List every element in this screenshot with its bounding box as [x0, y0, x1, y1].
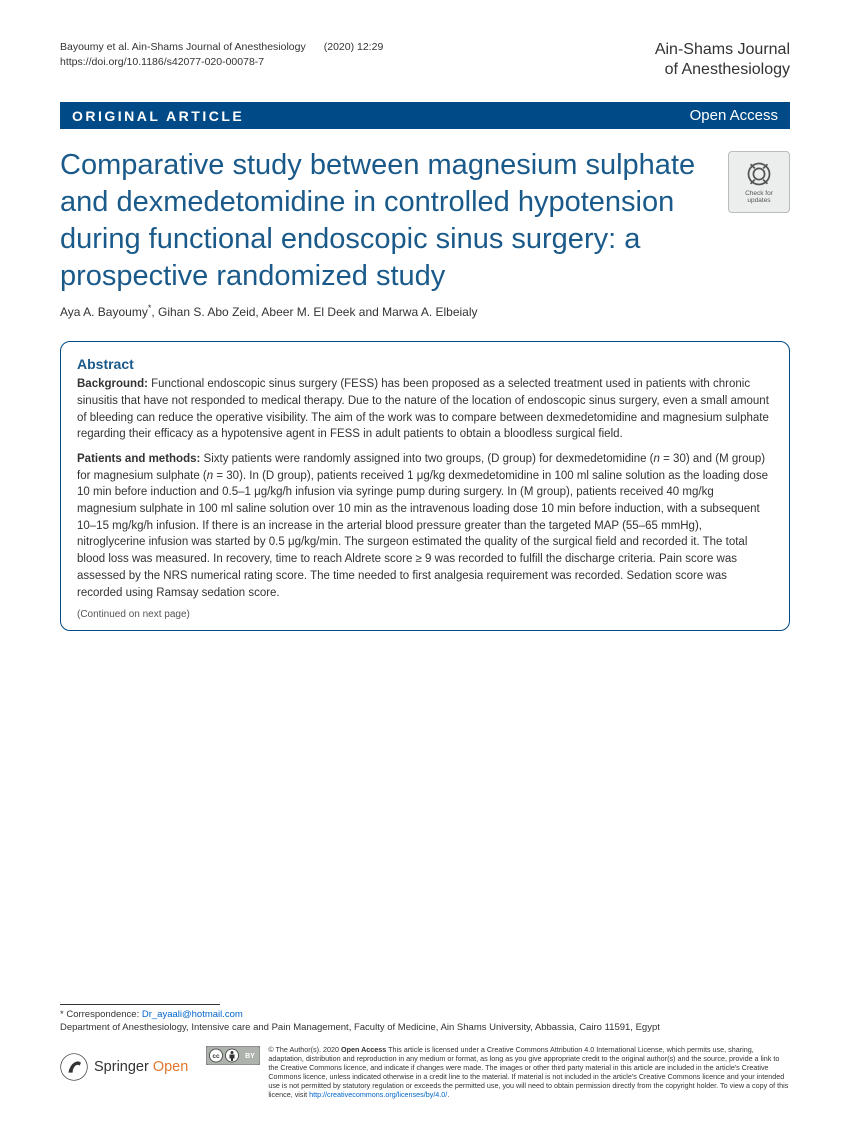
license-block: cc BY © The Author(s). 2020 Open Access …	[206, 1045, 790, 1099]
correspondence: * Correspondence: Dr_ayaali@hotmail.com …	[60, 1009, 790, 1035]
cc-by-icon: cc BY	[206, 1046, 260, 1065]
background-text: Functional endoscopic sinus surgery (FES…	[77, 378, 769, 440]
corr-affil: Department of Anesthesiology, Intensive …	[60, 1022, 660, 1033]
page-footer: * Correspondence: Dr_ayaali@hotmail.com …	[60, 1004, 790, 1099]
citation-ref: (2020) 12:29	[324, 40, 384, 55]
check-updates-button[interactable]: Check for updates	[728, 151, 790, 213]
page-header: Bayoumy et al. Ain-Shams Journal of Anes…	[60, 40, 790, 80]
svg-text:BY: BY	[245, 1053, 255, 1060]
journal-line2: of Anesthesiology	[655, 60, 790, 80]
springer-logo: Springer Open	[60, 1045, 188, 1081]
citation: Bayoumy et al. Ain-Shams Journal of Anes…	[60, 40, 383, 69]
methods-label: Patients and methods:	[77, 453, 200, 465]
authors: Aya A. Bayoumy*, Gihan S. Abo Zeid, Abee…	[60, 303, 790, 319]
abstract-box: Abstract Background: Functional endoscop…	[60, 341, 790, 631]
abstract-methods: Patients and methods: Sixty patients wer…	[77, 451, 773, 601]
check-updates-icon	[745, 160, 773, 188]
article-title: Comparative study between magnesium sulp…	[60, 147, 710, 295]
journal-line1: Ain-Shams Journal	[655, 40, 790, 60]
check-text-2: updates	[745, 197, 773, 204]
doi: https://doi.org/10.1186/s42077-020-00078…	[60, 55, 383, 70]
journal-name: Ain-Shams Journal of Anesthesiology	[655, 40, 790, 80]
citation-authors: Bayoumy et al. Ain-Shams Journal of Anes…	[60, 40, 306, 55]
article-type: ORIGINAL ARTICLE	[72, 108, 244, 124]
background-label: Background:	[77, 378, 148, 390]
abstract-heading: Abstract	[77, 356, 773, 372]
springer-word: Springer	[94, 1059, 149, 1075]
springer-horse-icon	[60, 1053, 88, 1081]
abstract-background: Background: Functional endoscopic sinus …	[77, 376, 773, 443]
corr-email[interactable]: Dr_ayaali@hotmail.com	[142, 1009, 243, 1020]
article-type-banner: ORIGINAL ARTICLE Open Access	[60, 102, 790, 129]
open-access-label: Open Access	[690, 107, 778, 124]
methods-text: Sixty patients were randomly assigned in…	[77, 453, 768, 598]
check-text-1: Check for	[745, 190, 773, 197]
continued-note: (Continued on next page)	[77, 609, 773, 620]
footer-rule	[60, 1004, 220, 1005]
corr-label: * Correspondence:	[60, 1009, 142, 1020]
open-word: Open	[153, 1059, 188, 1075]
license-text: © The Author(s). 2020 Open Access This a…	[268, 1045, 790, 1099]
svg-text:cc: cc	[213, 1053, 221, 1060]
